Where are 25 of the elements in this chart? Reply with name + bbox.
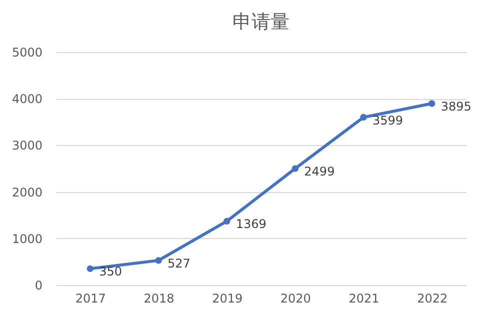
x-tick-label: 2020 [280,292,311,306]
y-tick-label: 0 [34,278,42,292]
data-label: 3895 [440,99,472,114]
y-tick-label: 1000 [12,232,42,246]
point [360,114,367,121]
data-label: 1369 [236,217,266,232]
point [223,218,230,225]
y-tick-label: 3000 [12,138,42,153]
y-tick-label: 5000 [12,46,42,60]
data-label: 350 [99,264,122,279]
data-label: 3599 [372,113,404,128]
x-tick-label: 2022 [417,292,448,306]
x-tick-label: 2021 [348,292,380,306]
y-tick-label: 4000 [12,92,42,106]
point [292,165,299,172]
chart-title: 申请量 [232,11,290,33]
point [155,257,162,264]
point [428,100,436,107]
data-label: 2499 [304,164,335,179]
y-tick-label: 2000 [12,185,42,200]
point [86,265,94,272]
x-tick-label: 2019 [212,292,243,306]
x-tick-label: 2017 [75,292,106,306]
x-tick-label: 2018 [144,292,174,306]
data-label: 527 [168,256,190,270]
